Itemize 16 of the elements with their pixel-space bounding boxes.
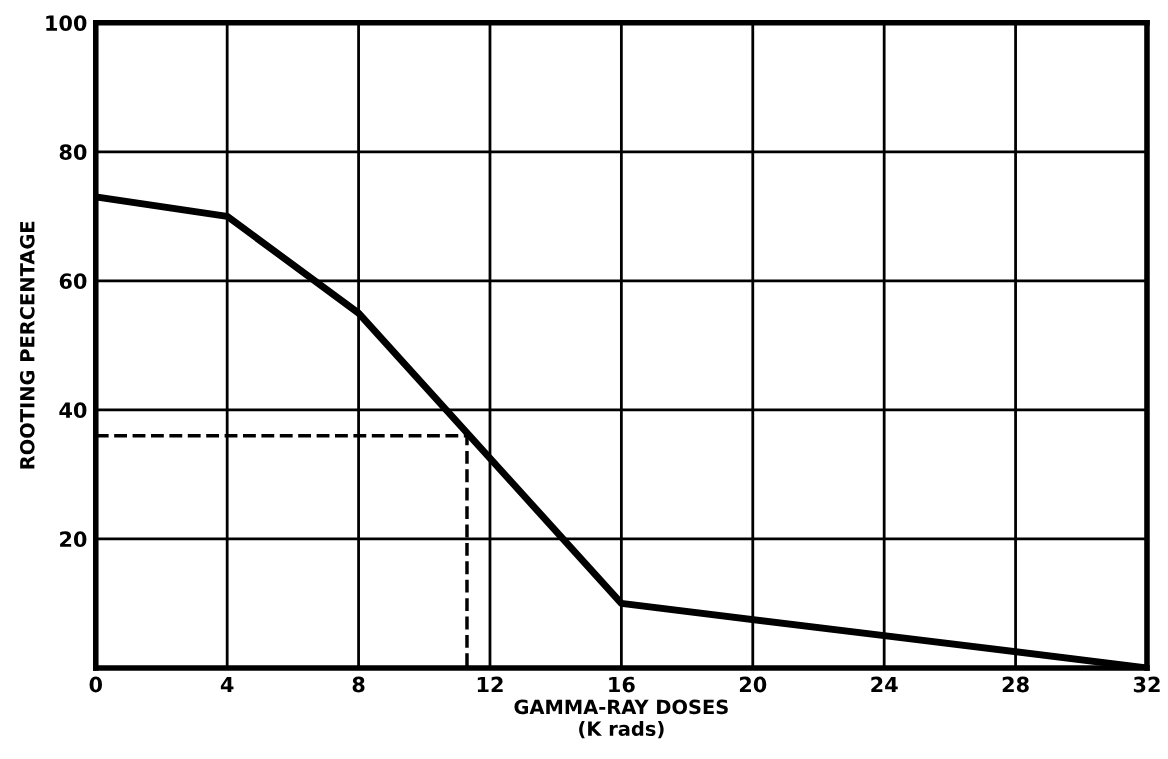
x-tick-label: 0 xyxy=(89,676,103,693)
y-tick-label: 80 xyxy=(59,144,87,161)
x-axis-title: GAMMA-RAY DOSES (K rads) xyxy=(514,699,728,739)
x-tick-label: 16 xyxy=(609,676,635,693)
x-tick-label: 4 xyxy=(220,676,234,693)
x-tick-label: 28 xyxy=(1002,676,1029,693)
y-tick-label: 20 xyxy=(60,531,87,548)
y-tick-label: 100 xyxy=(46,15,87,31)
y-tick-label: 60 xyxy=(59,273,87,290)
y-axis-title: ROOTING PERCENTAGE xyxy=(19,221,35,469)
x-tick-label: 8 xyxy=(352,676,365,693)
x-tick-label: 24 xyxy=(871,676,898,693)
x-tick-label: 32 xyxy=(1133,676,1160,693)
x-tick-label: 20 xyxy=(739,676,767,693)
y-tick-label: 40 xyxy=(59,402,87,419)
x-tick-label: 12 xyxy=(477,676,503,693)
